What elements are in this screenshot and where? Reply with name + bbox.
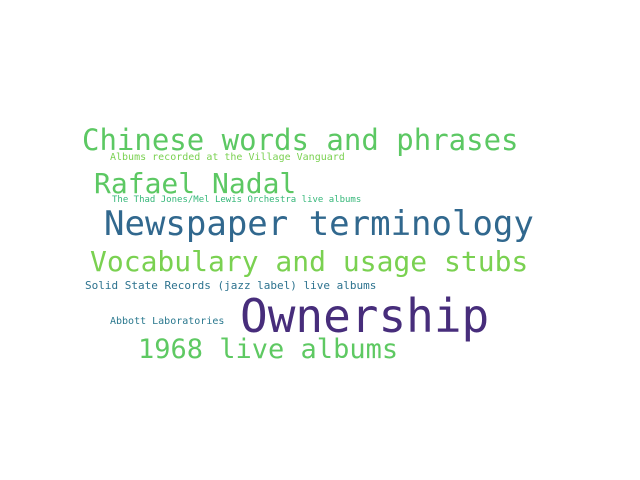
word-rafael-nadal: Rafael Nadal (94, 167, 297, 200)
word-1968-live-albums: 1968 live albums (138, 334, 399, 365)
word-abbott-laboratories: Abbott Laboratories (110, 316, 225, 327)
word-vocabulary-and-usage-stubs: Vocabulary and usage stubs (90, 245, 529, 278)
word-newspaper-terminology: Newspaper terminology (104, 204, 534, 244)
word-solid-state-records-live-albums: Solid State Records (jazz label) live al… (85, 279, 377, 292)
word-thad-jones-mel-lewis-live-albums: The Thad Jones/Mel Lewis Orchestra live … (112, 195, 362, 205)
word-albums-recorded-at-village-vanguard: Albums recorded at the Village Vanguard (110, 152, 345, 163)
word-chinese-words-and-phrases: Chinese words and phrases (82, 123, 519, 157)
word-ownership: Ownership (240, 289, 490, 343)
